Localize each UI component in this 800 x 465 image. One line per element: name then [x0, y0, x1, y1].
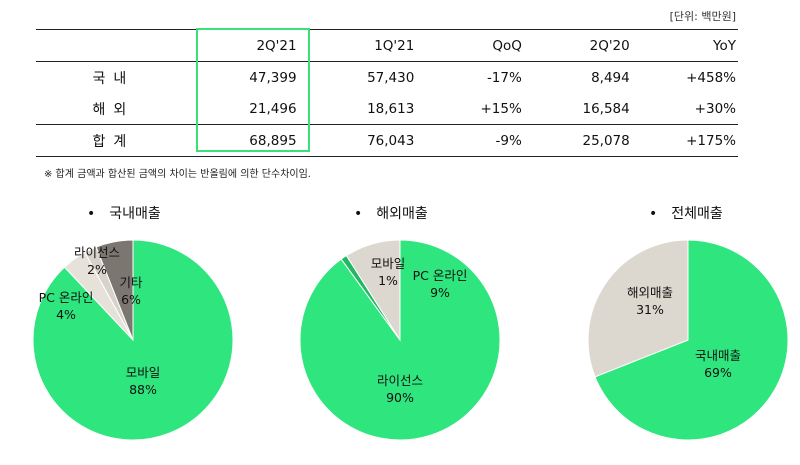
pie-slice-label: 라이선스 — [377, 373, 423, 388]
table-cell: -17% — [486, 69, 522, 86]
pie-slice-label: 해외매출 — [627, 285, 673, 300]
unit-label: [단위: 백만원] — [669, 10, 736, 23]
pie-slice-label: PC 온라인 — [39, 290, 94, 305]
pie-slice-label: 모바일 — [126, 365, 161, 380]
pie-title-text: 국내매출 — [109, 206, 161, 222]
pie-slice-percent: 1% — [378, 273, 398, 288]
pie-slice-label: PC 온라인 — [413, 268, 468, 283]
table-cell: 8,494 — [591, 69, 630, 86]
header-cell — [36, 29, 191, 62]
pie-slice-0-3 — [95, 239, 134, 341]
header-cell-2q20: 2Q'20 — [523, 29, 632, 62]
table-cell: -9% — [416, 124, 524, 157]
header-cell-yoy: YoY — [631, 29, 738, 62]
pie-slice-percent: 90% — [386, 390, 414, 405]
pie-slice-label: 라이선스 — [74, 245, 120, 260]
pie-slice-2-1 — [587, 239, 689, 378]
table-cell: 25,078 — [523, 124, 632, 157]
table-cell: +30% — [694, 100, 736, 117]
table-cell: 76,043 — [306, 124, 417, 157]
revenue-table: 2Q'21 1Q'21 QoQ 2Q'20 YoY 국내 47,399 57,4… — [36, 29, 738, 157]
pie-slice-percent: 31% — [636, 302, 664, 317]
footnote: ※ 합계 금액과 합산된 금액의 차이는 반올림에 의한 단수차이임. — [44, 169, 311, 180]
row-label: 합계 — [36, 124, 191, 157]
table-cell: +175% — [631, 124, 738, 157]
pie-title-text: 해외매출 — [376, 206, 428, 222]
pie-slice-percent: 6% — [121, 292, 141, 307]
pie-slice-percent: 2% — [87, 262, 107, 277]
table-cell: +458% — [686, 69, 736, 86]
table-header-row: 2Q'21 1Q'21 QoQ 2Q'20 YoY — [36, 29, 738, 62]
pie-slice-label: 기타 — [119, 275, 143, 290]
row-label: 해외 — [92, 101, 135, 118]
pie-slice-percent: 9% — [430, 285, 450, 300]
pie-slice-1-2 — [345, 239, 401, 342]
pie-title-overseas: • 해외매출 — [354, 203, 428, 223]
header-cell-1q21: 1Q'21 — [306, 29, 417, 62]
pie-slice-label: 국내매출 — [695, 348, 741, 363]
table-cell: 57,430 — [367, 69, 415, 86]
table-cell: 18,613 — [367, 100, 415, 117]
table-cell: +15% — [480, 100, 522, 117]
table-row-overseas: 해외 21,496 18,613 +15% 16,584 +30% — [36, 93, 738, 125]
pie-title-total: • 전체매출 — [649, 203, 723, 223]
pie-title-text: 전체매출 — [671, 206, 723, 222]
table-row-domestic: 국내 47,399 57,430 -17% 8,494 +458% — [36, 62, 738, 94]
bullet-icon: • — [87, 206, 96, 222]
pie-title-domestic: • 국내매출 — [87, 203, 161, 223]
table-cell: 47,399 — [249, 69, 297, 86]
header-cell-qoq: QoQ — [416, 29, 524, 62]
pie-slice-label: 모바일 — [371, 256, 406, 271]
bullet-icon: • — [354, 206, 363, 222]
pie-slice-percent: 69% — [704, 365, 732, 380]
pie-slice-percent: 4% — [56, 307, 76, 322]
pie-slice-percent: 88% — [129, 382, 157, 397]
row-label: 국내 — [92, 70, 135, 87]
bullet-icon: • — [649, 206, 658, 222]
pie-slice-2-0 — [594, 239, 789, 441]
table-cell: 21,496 — [249, 100, 297, 117]
table-cell: 16,584 — [582, 100, 630, 117]
header-cell-2q21: 2Q'21 — [190, 29, 307, 62]
